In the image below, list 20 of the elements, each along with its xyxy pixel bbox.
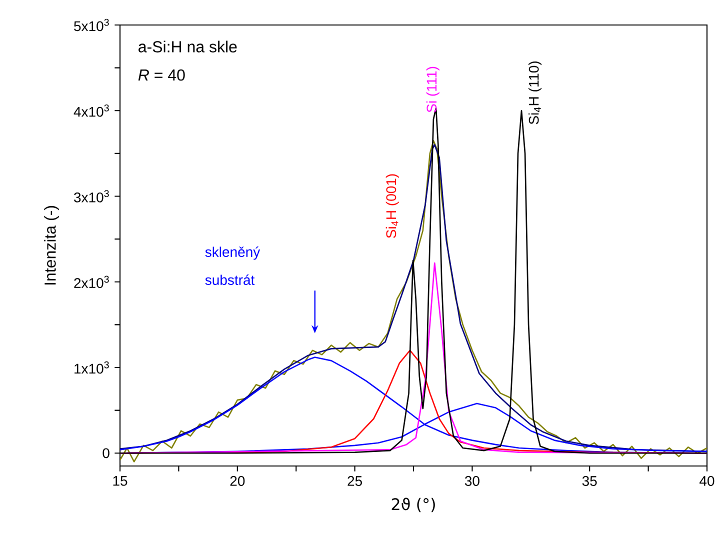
x-axis-title: 2ϑ (°) (392, 498, 435, 512)
x-tick-label: 40 (700, 476, 714, 486)
y-tick-label: 4x10$^{3}$ (74, 104, 109, 117)
y-tick-label: 1x10$^{3}$ (74, 361, 109, 374)
annotation: skleněný substrát (205, 246, 260, 285)
x-tick-label: 35 (582, 476, 597, 486)
annotation: Si$_{4}$H (110) (528, 62, 542, 124)
annotation: R = 40 (138, 69, 185, 81)
x-tick-label: 15 (113, 476, 128, 486)
annotation: Si (111) (426, 66, 440, 112)
y-tick-label: 0 (102, 448, 110, 458)
y-tick-label: 5x10$^{3}$ (74, 18, 109, 32)
annotation: a-Si:H na skle (138, 40, 237, 52)
x-tick-label: 30 (464, 476, 480, 486)
x-tick-label: 20 (230, 476, 245, 486)
x-tick-label: 25 (348, 476, 362, 486)
annotation: Si$_{4}$H (001) (386, 174, 399, 238)
y-tick-label: 3x10$^{3}$ (74, 190, 109, 202)
y-axis-title: Intenzita (-) (44, 206, 59, 284)
y-tick-label: 2x10$^{3}$ (74, 276, 109, 288)
